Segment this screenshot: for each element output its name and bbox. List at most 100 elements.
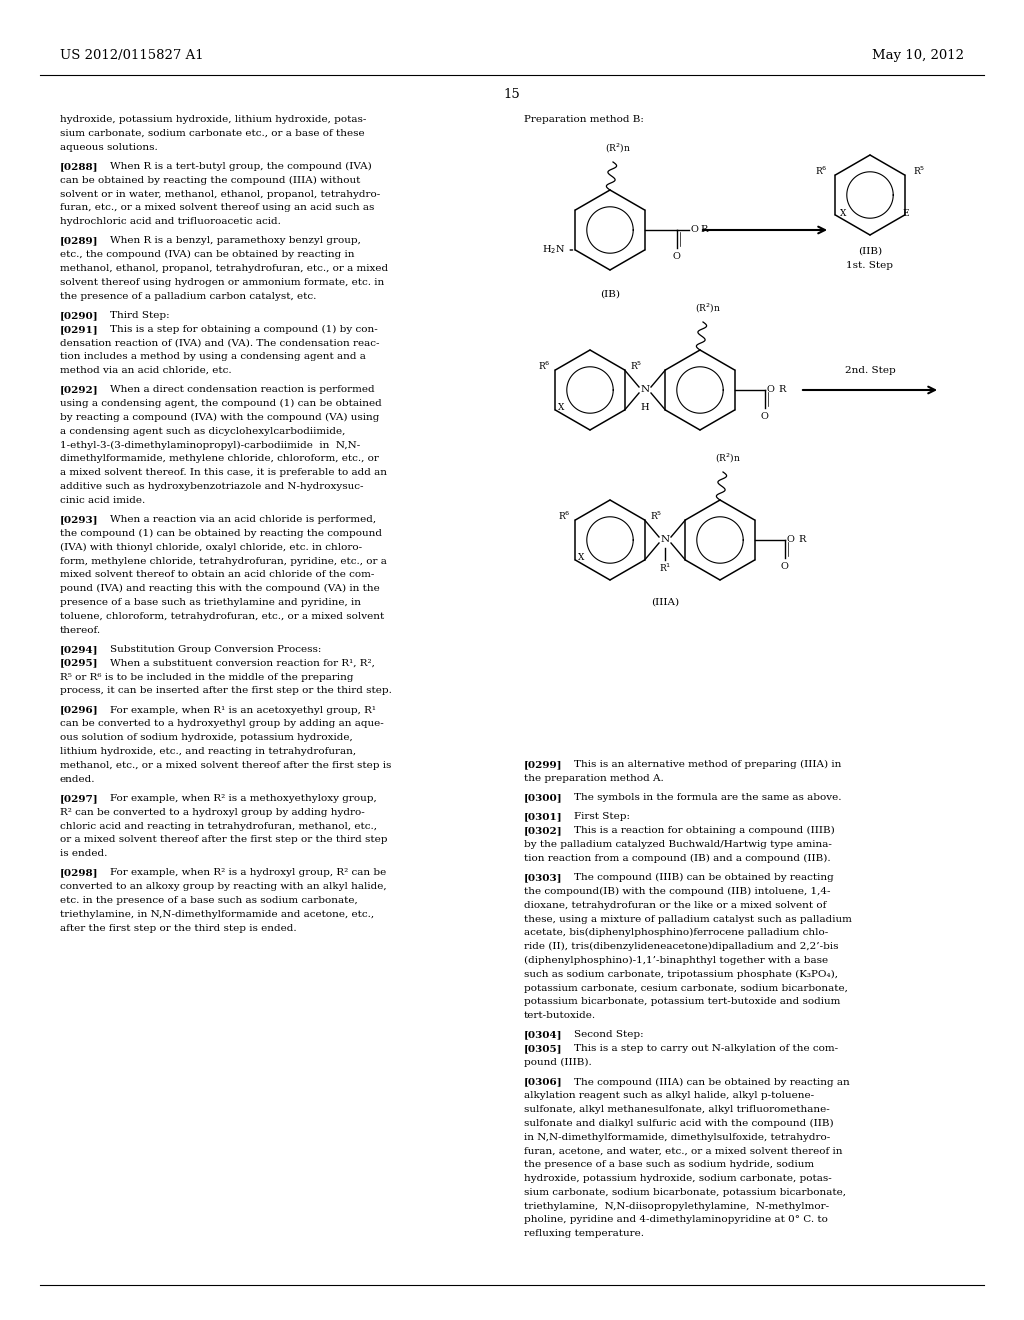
Text: a condensing agent such as dicyclohexylcarbodiimide,: a condensing agent such as dicyclohexylc… [60, 426, 345, 436]
Text: acetate, bis(diphenylphosphino)ferrocene palladium chlo-: acetate, bis(diphenylphosphino)ferrocene… [524, 928, 828, 937]
Text: [0292]: [0292] [60, 385, 98, 395]
Text: refluxing temperature.: refluxing temperature. [524, 1229, 644, 1238]
Text: [0306]: [0306] [524, 1077, 562, 1086]
Text: May 10, 2012: May 10, 2012 [872, 49, 964, 62]
Text: [0300]: [0300] [524, 793, 562, 803]
Text: The symbols in the formula are the same as above.: The symbols in the formula are the same … [574, 793, 842, 803]
Text: tion reaction from a compound (IB) and a compound (IIB).: tion reaction from a compound (IB) and a… [524, 854, 830, 863]
Text: methanol, etc., or a mixed solvent thereof after the first step is: methanol, etc., or a mixed solvent there… [60, 760, 391, 770]
Text: after the first step or the third step is ended.: after the first step or the third step i… [60, 924, 297, 933]
Text: method via an acid chloride, etc.: method via an acid chloride, etc. [60, 366, 231, 375]
Text: densation reaction of (IVA) and (VA). The condensation reac-: densation reaction of (IVA) and (VA). Th… [60, 338, 380, 347]
Text: R⁵ or R⁶ is to be included in the middle of the preparing: R⁵ or R⁶ is to be included in the middle… [60, 672, 353, 681]
Text: [0305]: [0305] [524, 1044, 562, 1053]
Text: by the palladium catalyzed Buchwald/Hartwig type amina-: by the palladium catalyzed Buchwald/Hart… [524, 840, 831, 849]
Text: 1st. Step: 1st. Step [847, 261, 894, 271]
Text: [0291]: [0291] [60, 325, 98, 334]
Text: US 2012/0115827 A1: US 2012/0115827 A1 [60, 49, 204, 62]
Text: 2nd. Step: 2nd. Step [845, 366, 895, 375]
Text: 1-ethyl-3-(3-dimethylaminopropyl)-carbodiimide  in  N,N-: 1-ethyl-3-(3-dimethylaminopropyl)-carbod… [60, 441, 360, 450]
Text: (IVA) with thionyl chloride, oxalyl chloride, etc. in chloro-: (IVA) with thionyl chloride, oxalyl chlo… [60, 543, 362, 552]
Text: potassium carbonate, cesium carbonate, sodium bicarbonate,: potassium carbonate, cesium carbonate, s… [524, 983, 848, 993]
Text: the presence of a base such as sodium hydride, sodium: the presence of a base such as sodium hy… [524, 1160, 814, 1170]
Text: R$^1$: R$^1$ [658, 562, 671, 574]
Text: converted to an alkoxy group by reacting with an alkyl halide,: converted to an alkoxy group by reacting… [60, 882, 387, 891]
Text: R$^6$: R$^6$ [538, 360, 550, 372]
Text: triethylamine,  N,N-diisopropylethylamine,  N-methylmor-: triethylamine, N,N-diisopropylethylamine… [524, 1201, 829, 1210]
Text: (R$^2$)n: (R$^2$)n [715, 451, 741, 465]
Text: tert-butoxide.: tert-butoxide. [524, 1011, 596, 1020]
Text: R² can be converted to a hydroxyl group by adding hydro-: R² can be converted to a hydroxyl group … [60, 808, 365, 817]
Text: [0298]: [0298] [60, 869, 98, 878]
Text: [0289]: [0289] [60, 236, 98, 246]
Text: pound (IVA) and reacting this with the compound (VA) in the: pound (IVA) and reacting this with the c… [60, 585, 380, 593]
Text: [0295]: [0295] [60, 659, 98, 668]
Text: (diphenylphosphino)-1,1’-binaphthyl together with a base: (diphenylphosphino)-1,1’-binaphthyl toge… [524, 956, 828, 965]
Text: is ended.: is ended. [60, 849, 108, 858]
Text: solvent or in water, methanol, ethanol, propanol, tetrahydro-: solvent or in water, methanol, ethanol, … [60, 190, 380, 198]
Text: presence of a base such as triethylamine and pyridine, in: presence of a base such as triethylamine… [60, 598, 361, 607]
Text: R$^5$: R$^5$ [630, 360, 642, 372]
Text: O: O [690, 226, 698, 235]
Text: R$^6$: R$^6$ [558, 510, 570, 523]
Text: H$_2$N: H$_2$N [542, 244, 565, 256]
Text: chloric acid and reacting in tetrahydrofuran, methanol, etc.,: chloric acid and reacting in tetrahydrof… [60, 821, 377, 830]
Text: (IB): (IB) [600, 290, 620, 300]
Text: (R$^2$)n: (R$^2$)n [605, 141, 631, 154]
Text: such as sodium carbonate, tripotassium phosphate (K₃PO₄),: such as sodium carbonate, tripotassium p… [524, 970, 838, 979]
Text: [0303]: [0303] [524, 873, 562, 882]
Text: [0297]: [0297] [60, 793, 98, 803]
Text: a mixed solvent thereof. In this case, it is preferable to add an: a mixed solvent thereof. In this case, i… [60, 469, 387, 478]
Text: potassium bicarbonate, potassium tert-butoxide and sodium: potassium bicarbonate, potassium tert-bu… [524, 998, 841, 1006]
Text: solvent thereof using hydrogen or ammonium formate, etc. in: solvent thereof using hydrogen or ammoni… [60, 277, 384, 286]
Text: dioxane, tetrahydrofuran or the like or a mixed solvent of: dioxane, tetrahydrofuran or the like or … [524, 900, 826, 909]
Text: by reacting a compound (IVA) with the compound (VA) using: by reacting a compound (IVA) with the co… [60, 413, 379, 422]
Text: This is a step to carry out N-alkylation of the com-: This is a step to carry out N-alkylation… [574, 1044, 838, 1053]
Text: can be converted to a hydroxyethyl group by adding an aque-: can be converted to a hydroxyethyl group… [60, 719, 384, 729]
Text: etc., the compound (IVA) can be obtained by reacting in: etc., the compound (IVA) can be obtained… [60, 251, 354, 259]
Text: toluene, chloroform, tetrahydrofuran, etc., or a mixed solvent: toluene, chloroform, tetrahydrofuran, et… [60, 611, 384, 620]
Text: tion includes a method by using a condensing agent and a: tion includes a method by using a conden… [60, 352, 366, 362]
Text: cinic acid imide.: cinic acid imide. [60, 496, 145, 504]
Text: [0293]: [0293] [60, 515, 98, 524]
Text: N: N [640, 385, 649, 395]
Text: O: O [673, 252, 681, 261]
Text: hydroxide, potassium hydroxide, sodium carbonate, potas-: hydroxide, potassium hydroxide, sodium c… [524, 1173, 831, 1183]
Text: [0302]: [0302] [524, 826, 562, 836]
Text: furan, acetone, and water, etc., or a mixed solvent thereof in: furan, acetone, and water, etc., or a mi… [524, 1146, 843, 1155]
Text: sium carbonate, sodium carbonate etc., or a base of these: sium carbonate, sodium carbonate etc., o… [60, 129, 365, 137]
Text: When R is a tert-butyl group, the compound (IVA): When R is a tert-butyl group, the compou… [110, 162, 372, 172]
Text: R$^5$: R$^5$ [649, 510, 662, 523]
Text: alkylation reagent such as alkyl halide, alkyl p-toluene-: alkylation reagent such as alkyl halide,… [524, 1092, 814, 1100]
Text: methanol, ethanol, propanol, tetrahydrofuran, etc., or a mixed: methanol, ethanol, propanol, tetrahydrof… [60, 264, 388, 273]
Text: H: H [641, 403, 649, 412]
Text: sulfonate and dialkyl sulfuric acid with the compound (IIB): sulfonate and dialkyl sulfuric acid with… [524, 1119, 834, 1127]
Text: or a mixed solvent thereof after the first step or the third step: or a mixed solvent thereof after the fir… [60, 836, 387, 845]
Text: X: X [841, 209, 847, 218]
Text: 15: 15 [504, 88, 520, 102]
Text: sium carbonate, sodium bicarbonate, potassium bicarbonate,: sium carbonate, sodium bicarbonate, pota… [524, 1188, 846, 1197]
Text: When a reaction via an acid chloride is performed,: When a reaction via an acid chloride is … [110, 515, 376, 524]
Text: in N,N-dimethylformamide, dimethylsulfoxide, tetrahydro-: in N,N-dimethylformamide, dimethylsulfox… [524, 1133, 830, 1142]
Text: [0294]: [0294] [60, 645, 98, 653]
Text: Preparation method B:: Preparation method B: [524, 115, 644, 124]
Text: R: R [778, 385, 786, 395]
Text: This is a step for obtaining a compound (1) by con-: This is a step for obtaining a compound … [110, 325, 378, 334]
Text: (IIB): (IIB) [858, 247, 882, 256]
Text: R$^5$: R$^5$ [912, 165, 925, 177]
Text: R$^6$: R$^6$ [815, 165, 827, 177]
Text: (R$^2$)n: (R$^2$)n [695, 302, 721, 315]
Text: [0296]: [0296] [60, 706, 98, 714]
Text: mixed solvent thereof to obtain an acid chloride of the com-: mixed solvent thereof to obtain an acid … [60, 570, 375, 579]
Text: Third Step:: Third Step: [110, 312, 170, 319]
Text: [0301]: [0301] [524, 812, 562, 821]
Text: thereof.: thereof. [60, 626, 101, 635]
Text: X: X [558, 404, 564, 412]
Text: hydroxide, potassium hydroxide, lithium hydroxide, potas-: hydroxide, potassium hydroxide, lithium … [60, 115, 367, 124]
Text: process, it can be inserted after the first step or the third step.: process, it can be inserted after the fi… [60, 686, 392, 696]
Text: ous solution of sodium hydroxide, potassium hydroxide,: ous solution of sodium hydroxide, potass… [60, 733, 352, 742]
Text: Substitution Group Conversion Process:: Substitution Group Conversion Process: [110, 645, 322, 653]
Text: X: X [579, 553, 585, 562]
Text: [0304]: [0304] [524, 1031, 562, 1039]
Text: hydrochloric acid and trifluoroacetic acid.: hydrochloric acid and trifluoroacetic ac… [60, 216, 281, 226]
